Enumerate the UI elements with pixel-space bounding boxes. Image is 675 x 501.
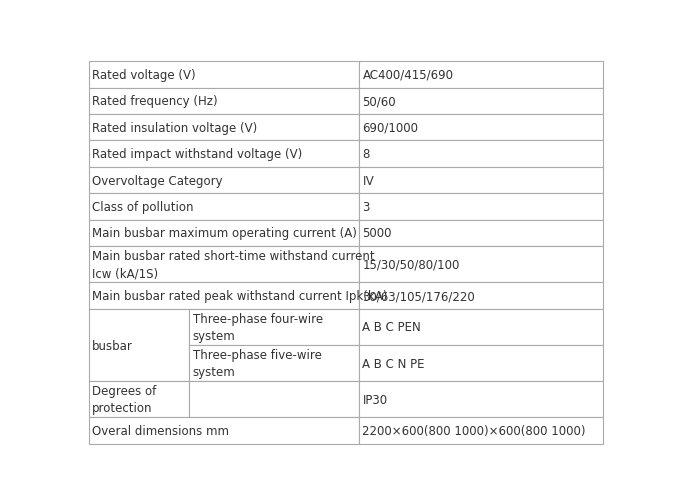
Text: Rated insulation voltage (V): Rated insulation voltage (V) xyxy=(92,122,257,134)
Text: Three-phase four-wire
system: Three-phase four-wire system xyxy=(192,312,323,342)
Text: A B C PEN: A B C PEN xyxy=(362,321,421,334)
Text: A B C N PE: A B C N PE xyxy=(362,357,425,370)
Bar xyxy=(359,345,603,381)
Text: Rated impact withstand voltage (V): Rated impact withstand voltage (V) xyxy=(92,148,302,161)
Text: Main busbar rated peak withstand current Ipk(kA): Main busbar rated peak withstand current… xyxy=(92,290,387,303)
Text: Main busbar rated short-time withstand current
Icw (kA/1S): Main busbar rated short-time withstand c… xyxy=(92,250,375,280)
Text: 8: 8 xyxy=(362,148,370,161)
Bar xyxy=(359,418,603,444)
Text: Ⅳ: Ⅳ xyxy=(362,174,373,187)
Bar xyxy=(88,88,359,115)
Text: 3: 3 xyxy=(362,200,370,213)
Bar xyxy=(88,381,189,418)
Text: 690/1000: 690/1000 xyxy=(362,122,418,134)
Bar xyxy=(88,309,189,381)
Text: IP30: IP30 xyxy=(362,393,387,406)
Bar xyxy=(359,88,603,115)
Text: 2200×600(800 1000)×600(800 1000): 2200×600(800 1000)×600(800 1000) xyxy=(362,424,586,437)
Bar xyxy=(88,141,359,167)
Bar xyxy=(189,309,359,345)
Bar xyxy=(359,220,603,246)
Bar xyxy=(88,220,359,246)
Text: 50/60: 50/60 xyxy=(362,95,396,108)
Text: 5000: 5000 xyxy=(362,227,392,240)
Bar xyxy=(359,309,603,345)
Text: Main busbar maximum operating current (A): Main busbar maximum operating current (A… xyxy=(92,227,357,240)
Bar xyxy=(88,167,359,194)
Bar xyxy=(359,283,603,309)
Text: Class of pollution: Class of pollution xyxy=(92,200,194,213)
Bar xyxy=(88,283,359,309)
Bar xyxy=(359,141,603,167)
Text: 30/63/105/176/220: 30/63/105/176/220 xyxy=(362,290,475,303)
Text: Overal dimensions mm: Overal dimensions mm xyxy=(92,424,230,437)
Bar xyxy=(189,381,359,418)
Bar xyxy=(359,115,603,141)
Bar xyxy=(359,246,603,283)
Bar xyxy=(359,62,603,88)
Bar xyxy=(359,167,603,194)
Bar xyxy=(88,115,359,141)
Text: Overvoltage Category: Overvoltage Category xyxy=(92,174,223,187)
Text: Degrees of
protection: Degrees of protection xyxy=(92,385,157,414)
Text: 15/30/50/80/100: 15/30/50/80/100 xyxy=(362,258,460,271)
Bar xyxy=(189,345,359,381)
Bar xyxy=(359,381,603,418)
Text: Rated voltage (V): Rated voltage (V) xyxy=(92,69,196,82)
Text: busbar: busbar xyxy=(92,339,133,352)
Bar xyxy=(88,246,359,283)
Bar xyxy=(359,194,603,220)
Bar xyxy=(88,194,359,220)
Text: AC400/415/690: AC400/415/690 xyxy=(362,69,454,82)
Bar xyxy=(88,418,359,444)
Text: Rated frequency (Hz): Rated frequency (Hz) xyxy=(92,95,218,108)
Text: Three-phase five-wire
system: Three-phase five-wire system xyxy=(192,348,321,378)
Bar xyxy=(88,62,359,88)
